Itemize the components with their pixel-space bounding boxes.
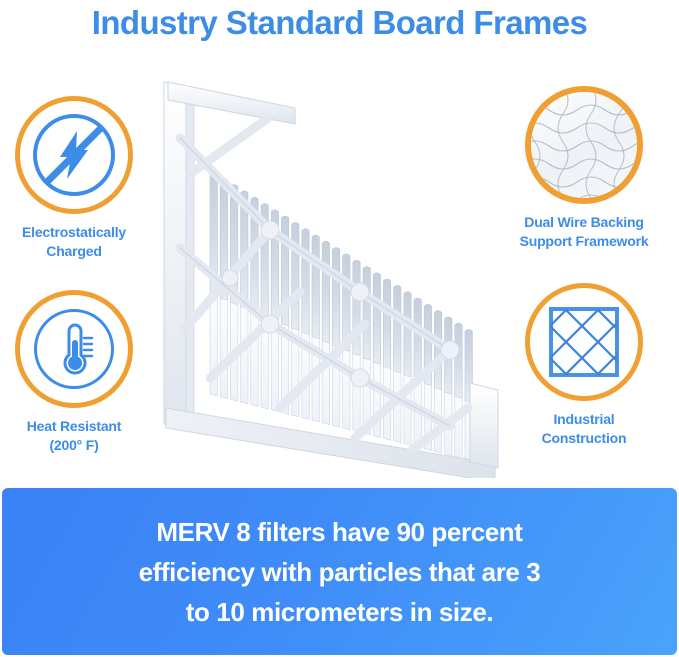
feature-label: Industrial Construction — [494, 410, 674, 448]
banner-line-2: efficiency with particles that are 3 — [138, 556, 541, 587]
feature-icon-ring — [15, 96, 133, 214]
frame-rail-top — [167, 81, 296, 125]
lattice-grid-glyph — [549, 307, 619, 377]
thermometer-icon — [34, 309, 114, 389]
page-title: Industry Standard Board Frames — [91, 4, 588, 41]
feature-dual-wire-backing: Dual Wire Backing Support Framework — [494, 86, 674, 251]
wire-support-webbing-outline — [179, 137, 451, 427]
feature-label-line-2: (200° F) — [49, 437, 99, 453]
product-image-pleated-air-filter: (function () { // Build the pleat bank p… — [150, 78, 520, 478]
feature-industrial-construction: Industrial Construction — [494, 283, 674, 448]
feature-label: Dual Wire Backing Support Framework — [494, 213, 674, 251]
banner-line-3: to 10 micrometers in size. — [185, 596, 494, 627]
banner-line-1: MERV 8 filters have 90 percent — [156, 516, 523, 547]
feature-label: Electrostatically Charged — [0, 223, 164, 261]
banner-text: MERV 8 filters have 90 percent efficienc… — [103, 512, 577, 632]
feature-icon-ring — [525, 283, 643, 401]
wire-mesh-glyph — [531, 92, 637, 198]
feature-electrostatically-charged: Electrostatically Charged — [0, 96, 164, 261]
feature-label-line-1: Electrostatically — [22, 224, 126, 240]
feature-label-line-2: Charged — [46, 243, 102, 259]
feature-icon-ring — [15, 290, 133, 408]
frame-rail-bottom — [165, 407, 496, 478]
feature-label: Heat Resistant (200° F) — [0, 417, 164, 455]
thermometer-glyph — [63, 323, 94, 375]
pleated-filter-illustration — [163, 81, 499, 478]
lattice-grid-square-icon — [547, 305, 621, 379]
feature-heat-resistant: Heat Resistant (200° F) — [0, 290, 164, 455]
feature-label-line-1: Dual Wire Backing — [524, 214, 644, 230]
feature-label-line-1: Heat Resistant — [26, 418, 122, 434]
feature-label-line-2: Construction — [541, 430, 627, 446]
feature-label-line-1: Industrial — [553, 411, 615, 427]
wire-support-nodes — [221, 220, 460, 388]
feature-label-line-2: Support Framework — [519, 233, 649, 249]
frame-end-cap-right — [469, 382, 499, 469]
wire-mesh-photo-icon — [531, 92, 637, 198]
lightning-bolt-no-static-icon — [33, 114, 115, 196]
merv-rating-banner: MERV 8 filters have 90 percent efficienc… — [2, 488, 677, 655]
feature-icon-ring — [525, 86, 643, 204]
